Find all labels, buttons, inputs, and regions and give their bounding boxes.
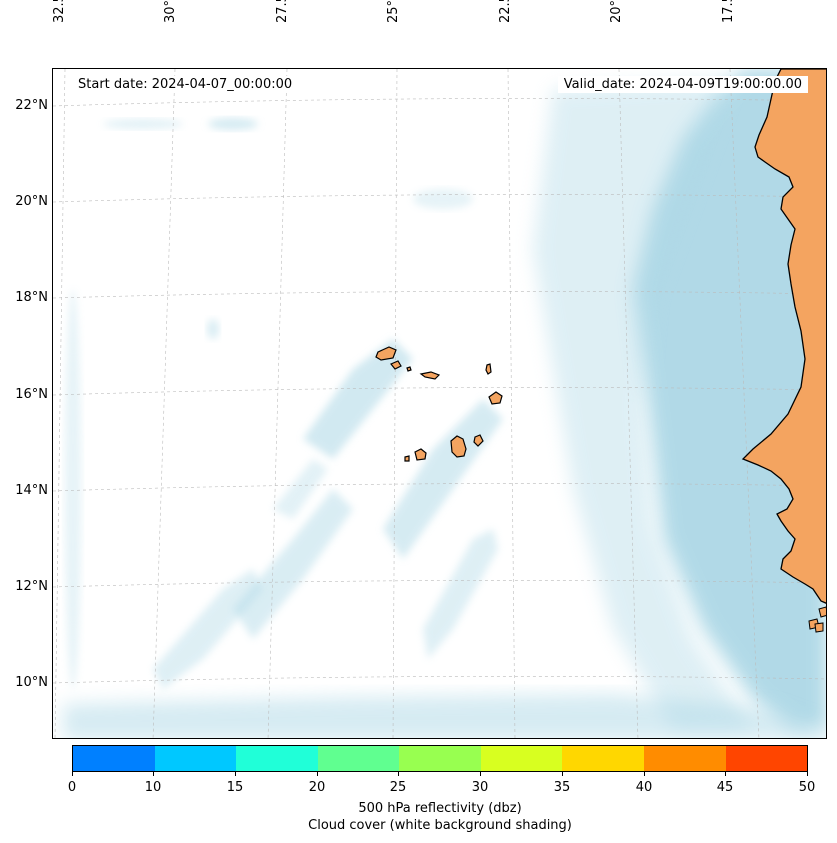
colorbar-ticklabel-50: 50: [798, 780, 816, 795]
gridline-lon-27-5w: [267, 69, 288, 738]
map-panel[interactable]: [52, 68, 827, 739]
island-santa-luzia: [406, 366, 412, 372]
valid-date-label: Valid_date: 2024-04-09T19:00:00.00: [557, 76, 808, 93]
lat-label-20n: 20°N: [15, 194, 48, 209]
colorbar-ticklabel-30: 30: [471, 780, 489, 795]
lat-label-18n: 18°N: [15, 290, 48, 305]
gridline-lon-17-5w: [729, 69, 760, 738]
colorbar-segment-10-15: [154, 746, 237, 771]
colorbar-ticklabel-10: 10: [144, 780, 162, 795]
gridline-lon-32-5w: [54, 69, 66, 738]
colorbar: [72, 745, 808, 772]
cape-verde-islands: [375, 346, 503, 462]
colorbar-tick-0: [72, 772, 73, 776]
africa-landmass: [741, 69, 826, 604]
lat-label-12n: 12°N: [15, 579, 48, 594]
colorbar-segment-30-35: [480, 746, 563, 771]
colorbar-segment-25-30: [399, 746, 481, 771]
gridline-lat-22n: [53, 98, 826, 107]
colorbar-ticklabel-40: 40: [635, 780, 653, 795]
lon-label-20w: 20°W: [609, 0, 624, 23]
colorbar-tick-30: [480, 772, 481, 776]
cloud-cover-streak-5: [423, 529, 498, 659]
colorbar-tick-15: [235, 772, 236, 776]
coastal-island-3: [814, 622, 824, 633]
colorbar-tick-45: [725, 772, 726, 776]
colorbar-ticklabel-0: 0: [67, 780, 77, 795]
graticule: [53, 69, 826, 738]
cloud-cover-patch-west: [65, 289, 81, 689]
gridline-lon-22-5w: [507, 69, 516, 738]
gridline-lat-16n: [53, 387, 826, 396]
lat-label-16n: 16°N: [15, 387, 48, 402]
cloud-cover-streak-3: [233, 489, 353, 639]
island-santo-antao: [375, 346, 397, 361]
cloud-cover-patch-nw: [208, 118, 258, 130]
lon-label-22-5w: 22.5°W: [498, 0, 513, 23]
island-sao-vicente: [390, 360, 402, 370]
island-sal: [485, 363, 492, 375]
gridline-lon-25w: [392, 69, 398, 738]
island-maio: [473, 434, 484, 447]
lat-label-10n: 10°N: [15, 675, 48, 690]
colorbar-segment-20-25: [317, 746, 400, 771]
lon-label-17-5w: 17.5°W: [721, 0, 736, 23]
map-canvas: [53, 69, 826, 738]
cloud-cover-patch-mid: [207, 319, 219, 339]
colorbar-segment-40-45: [643, 746, 726, 771]
cloud-cover-patch-north: [103, 119, 183, 129]
island-fogo: [414, 448, 427, 461]
island-sao-nicolau: [419, 371, 441, 380]
gridline-lat-20n: [53, 194, 826, 203]
colorbar-tick-20: [317, 772, 318, 776]
lon-label-25w: 25°W: [386, 0, 401, 23]
colorbar-ticklabel-45: 45: [716, 780, 734, 795]
island-santiago: [450, 435, 467, 458]
cloud-cover-east-band: [633, 69, 826, 729]
gridline-lat-14n: [53, 483, 826, 492]
lon-label-27-5w: 27.5°W: [275, 0, 290, 23]
colorbar-label: 500 hPa reflectivity (dbz): [358, 801, 522, 816]
colorbar-ticklabel-35: 35: [553, 780, 571, 795]
colorbar-segment-15-20: [236, 746, 318, 771]
lat-label-22n: 22°N: [15, 98, 48, 113]
colorbar-ticklabel-20: 20: [308, 780, 326, 795]
cloud-cover-patch-center: [413, 189, 473, 209]
cloud-cover-streak-2: [383, 399, 503, 559]
lat-label-14n: 14°N: [15, 483, 48, 498]
colorbar-ticklabel-25: 25: [389, 780, 407, 795]
cloud-cover-streak-4: [153, 569, 263, 689]
gridline-lon-30w: [152, 69, 176, 738]
island-boa-vista: [488, 391, 503, 405]
colorbar-segment-35-40: [562, 746, 644, 771]
cloud-cover-south-band: [63, 694, 826, 738]
colorbar-ticklabel-15: 15: [226, 780, 244, 795]
colorbar-tick-40: [644, 772, 645, 776]
colorbar-tick-10: [153, 772, 154, 776]
lon-label-30w: 30°W: [163, 0, 178, 23]
start-date-label: Start date: 2024-04-07_00:00:00: [72, 76, 299, 93]
colorbar-tick-25: [398, 772, 399, 776]
cloud-cover-central-streak: [303, 339, 413, 459]
gridline-lon-20w: [618, 69, 639, 738]
colorbar-sublabel: Cloud cover (white background shading): [308, 818, 572, 833]
coastal-island-1: [818, 606, 826, 618]
lon-label-32-5w: 32.5°W: [52, 0, 67, 23]
gridline-lat-10n: [53, 675, 826, 684]
cloud-cover-streak-6: [273, 459, 328, 519]
colorbar-segment-45-50: [725, 746, 808, 771]
gridline-lat-18n: [53, 290, 826, 299]
colorbar-tick-50: [807, 772, 808, 776]
island-brava: [404, 455, 410, 462]
colorbar-segment-0-10: [73, 746, 155, 771]
cloud-cover-east-haze: [533, 79, 753, 729]
colorbar-tick-35: [562, 772, 563, 776]
cloud-cover-layer: [63, 69, 826, 738]
gridline-lat-12n: [53, 579, 826, 588]
